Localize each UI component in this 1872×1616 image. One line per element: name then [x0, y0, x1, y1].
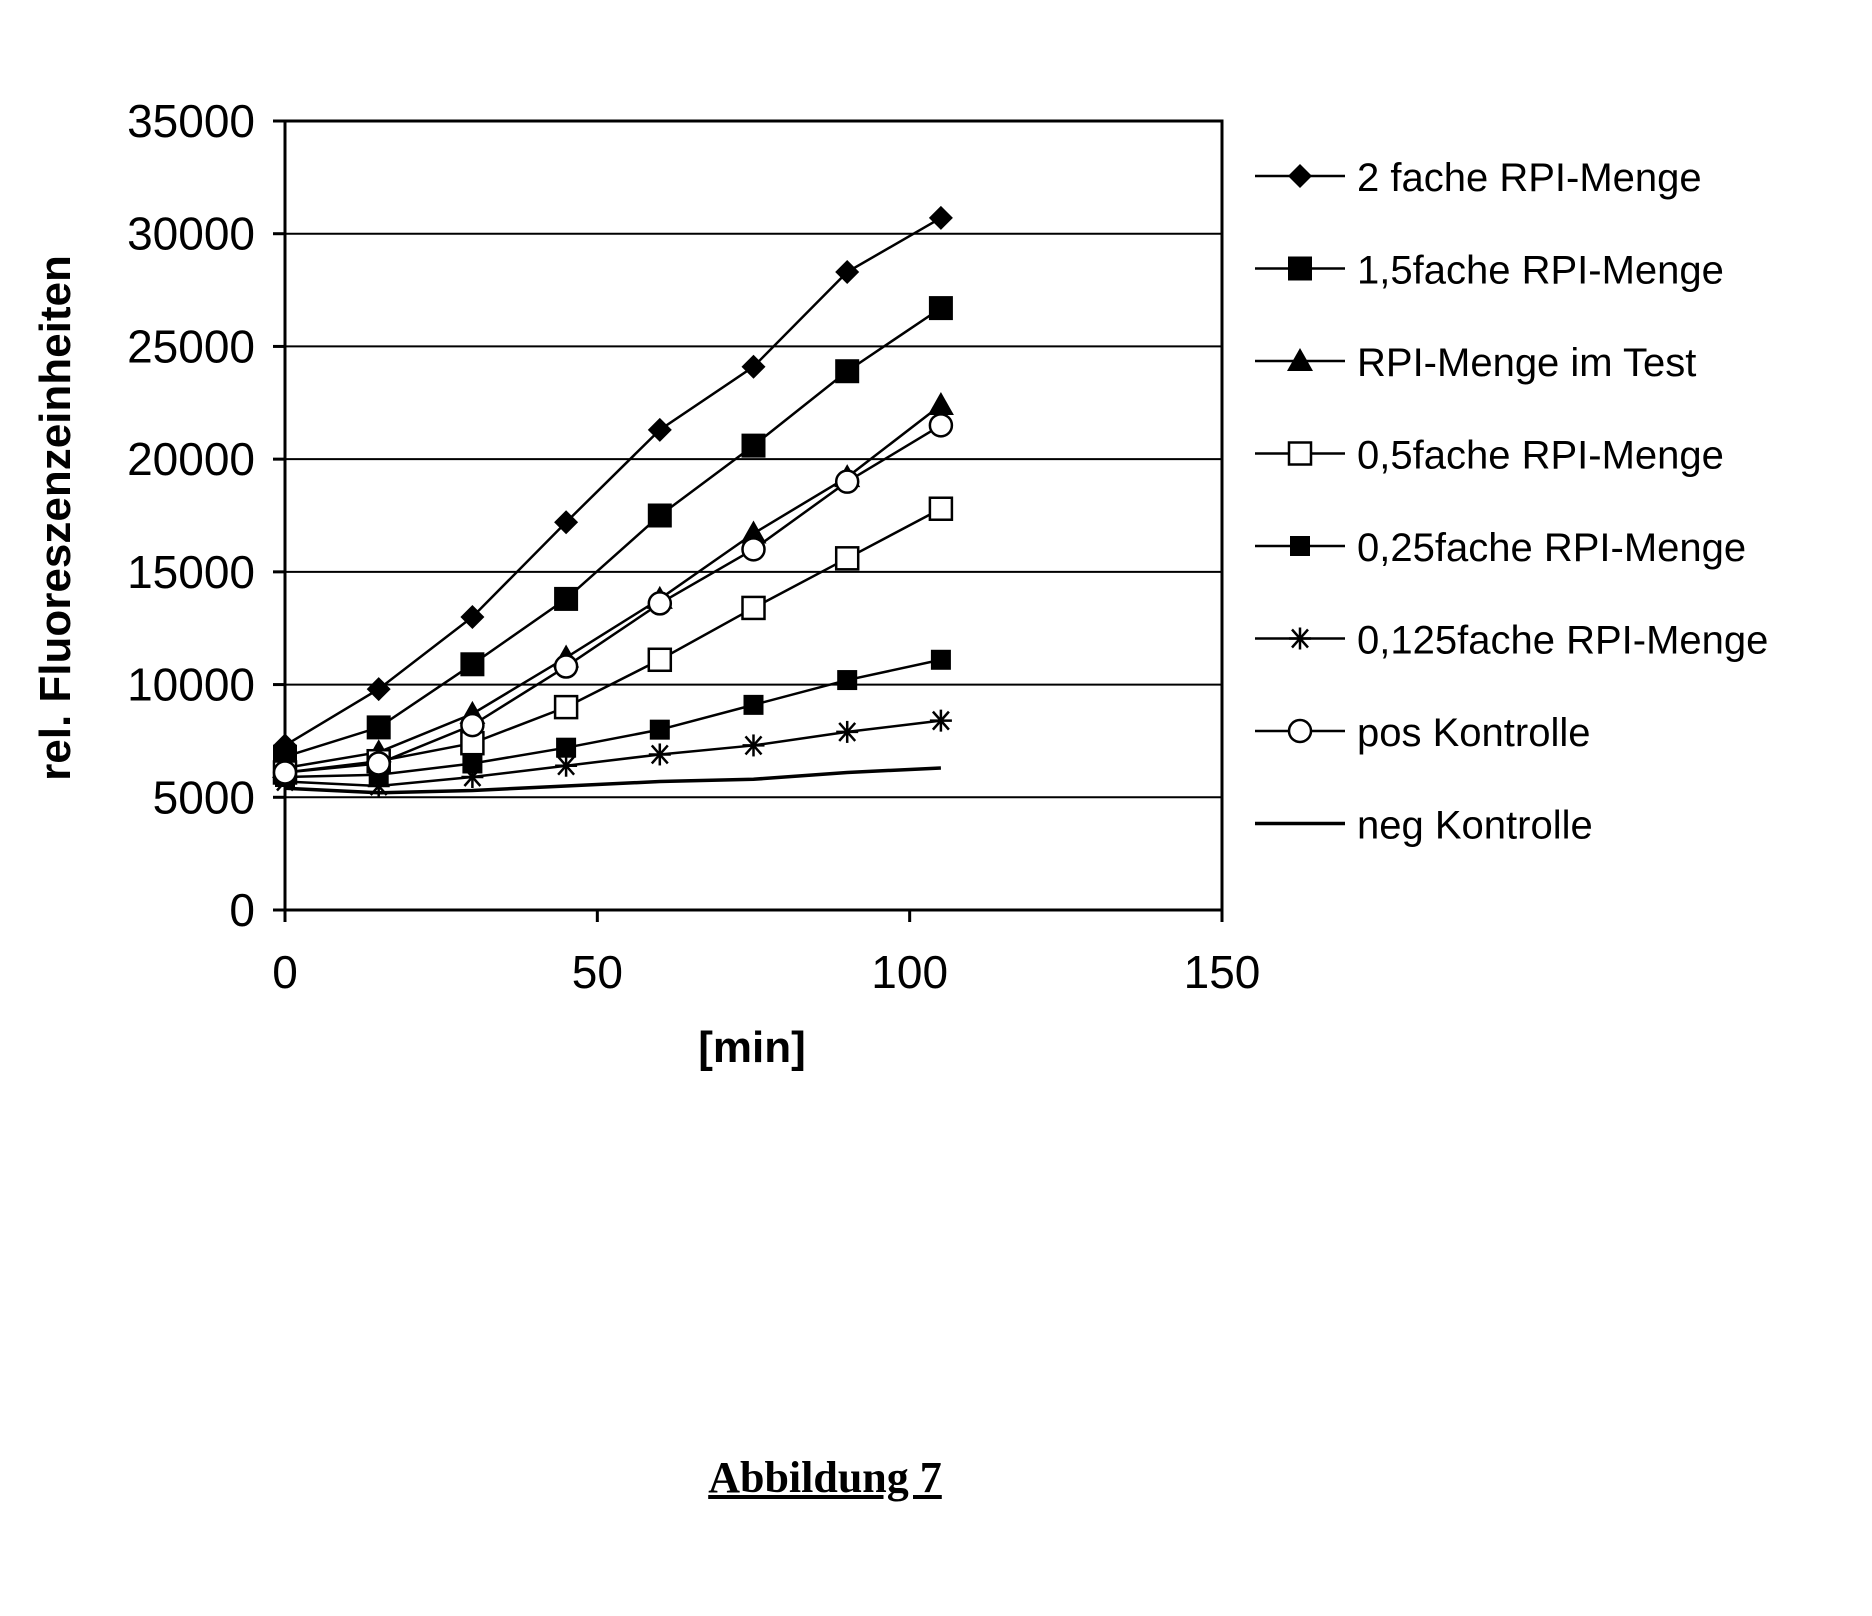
- data-point: [555, 755, 577, 777]
- x-tick-label: 100: [871, 946, 948, 998]
- data-point: [743, 597, 765, 619]
- data-point: [836, 471, 858, 493]
- legend-item: 0,125fache RPI-Menge: [1255, 619, 1768, 663]
- x-tick-label: 50: [572, 946, 623, 998]
- legend-label: 0,25fache RPI-Menge: [1357, 526, 1746, 570]
- legend-label: RPI-Menge im Test: [1357, 341, 1696, 385]
- y-axis-label: rel. Fluoreszenzeinheiten: [31, 255, 80, 781]
- y-axis: 0 5000 10000 15000 20000 25000 30000 35000: [127, 95, 285, 936]
- legend-item: neg Kontrolle: [1255, 804, 1593, 848]
- data-point: [649, 592, 671, 614]
- legend-item: 0,25fache RPI-Menge: [1255, 526, 1746, 570]
- data-point: [929, 206, 953, 230]
- x-axis-label: [min]: [698, 1023, 806, 1072]
- legend-item: pos Kontrolle: [1255, 711, 1590, 755]
- data-point: [650, 720, 670, 740]
- legend-marker: [1287, 348, 1313, 371]
- data-point: [836, 721, 858, 743]
- data-point: [554, 587, 578, 611]
- data-point: [928, 392, 954, 415]
- y-tick-label: 15000: [127, 546, 255, 598]
- series-2: [273, 296, 953, 769]
- series-4: [274, 498, 952, 784]
- data-point: [461, 714, 483, 736]
- data-point: [930, 710, 952, 732]
- legend-item: 1,5fache RPI-Menge: [1255, 249, 1724, 293]
- x-tick-label: 150: [1184, 946, 1261, 998]
- data-point: [743, 538, 765, 560]
- data-point: [461, 766, 483, 788]
- data-point: [742, 434, 766, 458]
- data-point: [743, 734, 765, 756]
- legend-marker: [1289, 443, 1311, 465]
- data-point: [744, 695, 764, 715]
- data-point: [836, 547, 858, 569]
- data-point: [367, 715, 391, 739]
- data-point: [556, 738, 576, 758]
- x-axis: 0 50 100 150: [272, 910, 1260, 998]
- data-point: [835, 359, 859, 383]
- data-point: [648, 504, 672, 528]
- data-point: [555, 656, 577, 678]
- data-point: [931, 650, 951, 670]
- data-point: [368, 752, 390, 774]
- legend: 2 fache RPI-Menge 1,5fache RPI-Menge RPI-M…: [1255, 156, 1768, 848]
- legend-item: 0,5fache RPI-Menge: [1255, 434, 1724, 478]
- data-point: [649, 743, 671, 765]
- data-point: [930, 498, 952, 520]
- legend-marker: [1288, 164, 1312, 188]
- data-point: [929, 296, 953, 320]
- data-point: [367, 677, 391, 701]
- legend-label: 2 fache RPI-Menge: [1357, 156, 1702, 200]
- legend-label: 1,5fache RPI-Menge: [1357, 249, 1724, 293]
- y-tick-label: 5000: [153, 771, 255, 823]
- y-tick-label: 0: [229, 884, 255, 936]
- y-tick-label: 25000: [127, 320, 255, 372]
- y-tick-label: 35000: [127, 95, 255, 147]
- x-tick-label: 0: [272, 946, 298, 998]
- data-point: [649, 649, 671, 671]
- legend-marker: [1288, 257, 1312, 281]
- y-tick-label: 10000: [127, 659, 255, 711]
- y-tick-label: 20000: [127, 433, 255, 485]
- data-point: [930, 414, 952, 436]
- data-point: [274, 761, 296, 783]
- legend-label: 0,5fache RPI-Menge: [1357, 434, 1724, 478]
- data-point: [555, 696, 577, 718]
- data-point: [460, 652, 484, 676]
- legend-label: neg Kontrolle: [1357, 804, 1593, 848]
- series-group: [272, 206, 954, 797]
- y-tick-label: 30000: [127, 208, 255, 260]
- legend-item: RPI-Menge im Test: [1255, 341, 1696, 385]
- legend-item: 2 fache RPI-Menge: [1255, 156, 1702, 200]
- legend-marker: [1289, 628, 1311, 650]
- legend-marker: [1290, 536, 1310, 556]
- figure-caption: Abbildung 7: [0, 1452, 1650, 1503]
- data-point: [837, 670, 857, 690]
- legend-marker: [1289, 720, 1311, 742]
- legend-label: 0,125fache RPI-Menge: [1357, 619, 1768, 663]
- legend-label: pos Kontrolle: [1357, 711, 1590, 755]
